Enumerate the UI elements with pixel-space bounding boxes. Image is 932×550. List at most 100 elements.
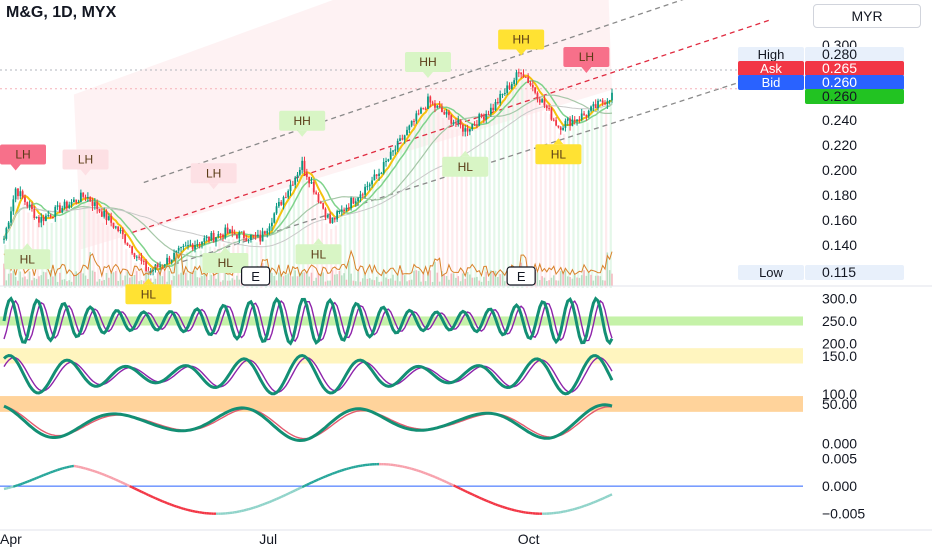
candle-body <box>182 245 185 247</box>
candle-body <box>510 84 513 89</box>
candle-body <box>378 173 380 176</box>
volume-bar <box>483 276 485 286</box>
candle-body <box>487 114 490 116</box>
volume-bar <box>497 276 499 286</box>
candle-body <box>45 215 47 221</box>
candle-body <box>576 119 578 122</box>
candle-body <box>49 215 52 217</box>
trend-column <box>167 263 170 288</box>
volume-bar <box>294 270 296 286</box>
momentum-segment <box>271 498 275 503</box>
trend-column <box>22 203 25 288</box>
candle-body <box>28 204 31 207</box>
volume-bar <box>156 272 159 286</box>
momentum-segment <box>592 500 597 504</box>
candle-body <box>219 234 222 236</box>
trend-column <box>64 207 67 288</box>
trend-column <box>358 203 361 288</box>
structure-label-box <box>535 144 582 165</box>
candle-body <box>152 270 154 272</box>
candle-body <box>508 85 511 89</box>
momentum-segment <box>22 481 26 485</box>
momentum-segment <box>126 483 131 488</box>
currency-selector[interactable]: MYR <box>813 4 921 28</box>
momentum-segment <box>588 502 592 506</box>
candle-body <box>489 107 492 115</box>
candle-body <box>70 201 73 205</box>
candle-body <box>194 245 196 249</box>
candle-body <box>566 118 569 121</box>
volume-bar <box>499 274 501 286</box>
candle-body <box>196 243 199 246</box>
price-badge-label: Bid <box>762 75 781 90</box>
candle-body <box>559 127 562 130</box>
price-badge-value: 0.260 <box>822 74 857 90</box>
volume-bar <box>415 270 418 286</box>
volume-bar <box>306 271 308 286</box>
momentum-segment <box>119 480 124 484</box>
momentum-segment <box>339 469 343 473</box>
volume-bar <box>233 279 236 286</box>
candle-body <box>224 227 227 238</box>
momentum-segment <box>12 484 16 488</box>
structure-label: LH <box>62 149 109 176</box>
momentum-segment <box>348 466 352 470</box>
candle-body <box>212 232 215 242</box>
price-badge-label-bg <box>738 75 804 90</box>
candle-body <box>441 107 443 113</box>
candle-body <box>10 211 12 223</box>
volume-bar <box>599 276 602 286</box>
volume-bar <box>63 279 66 286</box>
price-badge-label-bg <box>738 61 804 76</box>
structure-label-text: HL <box>218 256 234 270</box>
candle-body <box>506 85 509 93</box>
candle-body <box>469 129 471 132</box>
candle-body <box>326 215 329 218</box>
candle-body <box>364 186 366 195</box>
volume-bar <box>128 277 131 286</box>
momentum-segment <box>190 509 193 513</box>
volume-bar <box>576 277 578 286</box>
candle-body <box>408 125 411 130</box>
candle-body <box>240 231 243 233</box>
candle-body <box>608 100 611 102</box>
trend-column <box>386 166 389 288</box>
structure-label-text: HL <box>141 287 157 301</box>
trend-column <box>83 202 86 288</box>
candle-body <box>68 204 71 209</box>
candle-body <box>448 111 450 116</box>
momentum-segment <box>161 500 166 504</box>
candle-body <box>392 150 394 152</box>
trend-column <box>153 276 156 288</box>
oscillator-tick: 100.0 <box>822 386 857 402</box>
momentum-segment <box>257 504 261 508</box>
structure-label: HL <box>125 278 172 305</box>
candle-body <box>322 203 325 209</box>
structure-labels: LH LH HL HL LH HL HH HL HH HL HH HL LH E E <box>0 29 610 305</box>
momentum-segment <box>341 468 345 472</box>
candle-body <box>324 208 327 218</box>
momentum-segment <box>29 478 33 482</box>
momentum-segment <box>243 508 247 512</box>
trend-column <box>176 256 179 288</box>
price-badge-value: 0.265 <box>822 60 857 76</box>
price-tick: 0.160 <box>822 212 857 228</box>
candle-body <box>59 205 61 213</box>
momentum-segment <box>26 479 31 483</box>
trend-column <box>87 203 91 288</box>
candle-body <box>233 232 236 235</box>
candle-body <box>75 199 78 203</box>
volume-bar <box>333 274 336 286</box>
volume-bar <box>112 272 115 286</box>
momentum-segment <box>185 508 189 512</box>
candle-body <box>166 257 168 265</box>
trend-column <box>451 129 454 288</box>
volume-bar <box>504 281 506 286</box>
momentum-segment <box>483 498 487 502</box>
momentum-segment <box>322 475 326 479</box>
volume-bar <box>343 273 345 286</box>
price-pane[interactable] <box>0 0 932 287</box>
candle-body <box>550 108 553 120</box>
momentum-segment <box>411 467 415 471</box>
